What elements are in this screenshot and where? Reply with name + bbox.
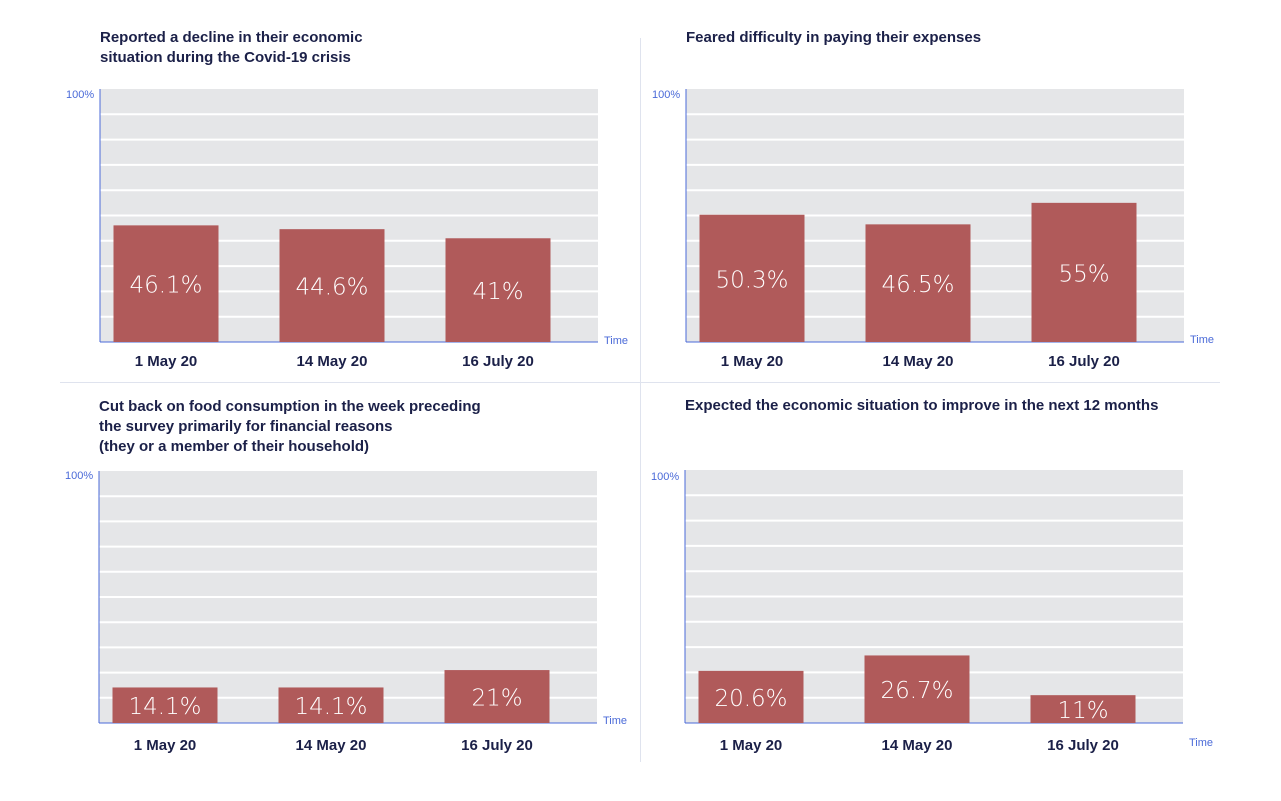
bar-value-label: 44.6% — [295, 275, 368, 301]
y-max-label: 100% — [66, 89, 94, 101]
bar-value-label: 11% — [1057, 698, 1108, 724]
vertical-divider — [640, 38, 641, 762]
bar — [1031, 202, 1137, 342]
bar — [113, 225, 219, 342]
chart-title: Reported a decline in their economic sit… — [100, 29, 363, 66]
bar-chart: 100% Time 20.6% 1 May 20 26.7% 14 May 20 11% 16… — [651, 470, 1213, 754]
bar-chart: 100% Time 46.1% 1 May 20 44.6% 14 May 20 41% 16… — [66, 89, 628, 370]
bar-value-label: 46.5% — [881, 272, 954, 298]
y-max-label: 100% — [652, 89, 680, 101]
bar — [698, 670, 804, 723]
bar — [279, 229, 385, 342]
horizontal-divider — [60, 382, 1220, 383]
bar-value-label: 55% — [1058, 261, 1109, 287]
chart-title: Feared difficulty in paying their expens… — [686, 29, 982, 46]
category-label: 16 July 20 — [461, 737, 533, 754]
bar — [864, 655, 970, 723]
bar-value-label: 41% — [472, 279, 523, 305]
x-axis-label: Time — [604, 335, 628, 347]
bar — [445, 238, 551, 342]
chart-title: Cut back on food consumption in the week… — [99, 398, 481, 455]
category-label: 14 May 20 — [296, 737, 367, 754]
bar-value-label: 20.6% — [714, 686, 787, 712]
bar — [1030, 695, 1136, 723]
bar — [699, 214, 805, 342]
chart-panel-food-cutback: Cut back on food consumption in the week… — [0, 381, 639, 781]
y-max-label: 100% — [65, 470, 93, 482]
category-label: 1 May 20 — [720, 737, 783, 754]
bar — [444, 670, 550, 723]
bar-value-label: 26.7% — [880, 678, 953, 704]
bar — [112, 687, 218, 723]
category-label: 16 July 20 — [462, 353, 534, 370]
category-label: 16 July 20 — [1048, 353, 1120, 370]
bar-chart: 100% Time 50.3% 1 May 20 46.5% 14 May 20 55% 16… — [652, 89, 1214, 370]
chart-panel-expenses-difficulty: Feared difficulty in paying their expens… — [586, 0, 1226, 400]
x-axis-label: Time — [1189, 737, 1213, 749]
bar-chart: 100% Time 14.1% 1 May 20 14.1% 14 May 20 21% 16… — [65, 470, 627, 754]
chart-panel-economic-outlook: Expected the economic situation to impro… — [585, 382, 1225, 782]
category-label: 14 May 20 — [883, 353, 954, 370]
x-axis-label: Time — [1190, 334, 1214, 346]
bar — [278, 687, 384, 723]
bar-value-label: 46.1% — [129, 273, 202, 299]
category-label: 16 July 20 — [1047, 737, 1119, 754]
bar-value-label: 14.1% — [294, 694, 367, 720]
chart-panel-income-decline: Reported a decline in their economic sit… — [0, 0, 640, 400]
category-label: 14 May 20 — [882, 737, 953, 754]
category-label: 14 May 20 — [297, 353, 368, 370]
category-label: 1 May 20 — [721, 353, 784, 370]
bar — [865, 224, 971, 342]
x-axis-label: Time — [603, 715, 627, 727]
y-max-label: 100% — [651, 471, 679, 483]
category-label: 1 May 20 — [134, 737, 197, 754]
category-label: 1 May 20 — [135, 353, 198, 370]
bar-value-label: 14.1% — [128, 694, 201, 720]
chart-title: Expected the economic situation to impro… — [685, 397, 1159, 414]
bar-value-label: 21% — [471, 686, 522, 712]
bar-value-label: 50.3% — [715, 267, 788, 293]
